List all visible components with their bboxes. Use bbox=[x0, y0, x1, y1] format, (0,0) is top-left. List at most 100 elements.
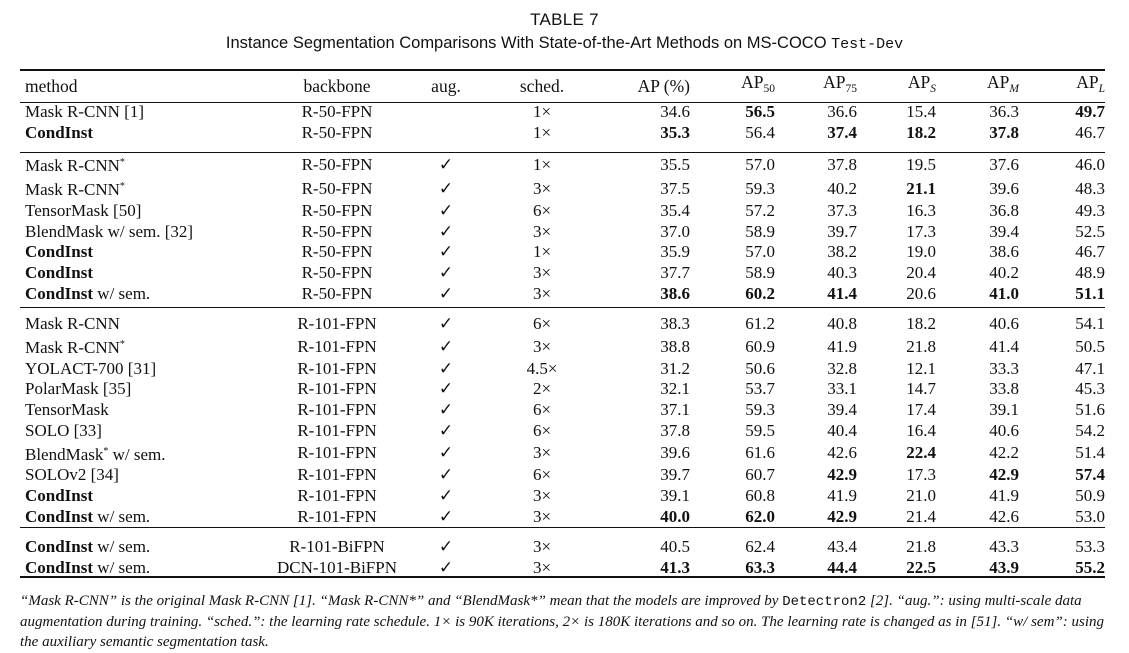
cell-ap: 38.6 bbox=[660, 283, 690, 303]
table-rule bbox=[20, 152, 1105, 153]
cell-backbone: R-101-FPN bbox=[297, 314, 377, 334]
cell-apm: 36.3 bbox=[989, 102, 1019, 121]
cell-ap50: 62.4 bbox=[745, 537, 775, 557]
col-header-backbone: backbone bbox=[303, 75, 371, 96]
cell-backbone: DCN-101-BiFPN bbox=[277, 558, 397, 578]
table-row: CondInst w/ sem. R-50-FPN ✓ 3× 38.6 60.2 41.4 2… bbox=[20, 284, 1105, 305]
footnote-text-1: “Mask R-CNN” is the original Mask R-CNN … bbox=[20, 593, 783, 609]
cell-method: TensorMask [50] bbox=[25, 200, 142, 220]
cell-ap: 37.5 bbox=[660, 178, 690, 198]
cell-ap75: 42.6 bbox=[827, 443, 857, 463]
cell-ap50: 56.5 bbox=[745, 102, 775, 121]
cell-ap50: 59.3 bbox=[745, 400, 775, 420]
cell-aug: ✓ bbox=[438, 336, 454, 357]
ap75-sub: 75 bbox=[845, 83, 858, 96]
cell-sched: 3× bbox=[532, 336, 552, 356]
table-row: CondInst R-50-FPN ✓ 3× 37.7 58.9 40.3 20.4 40.2 4… bbox=[20, 263, 1105, 284]
cell-sched: 3× bbox=[532, 178, 552, 198]
cell-apm: 41.0 bbox=[989, 283, 1019, 303]
cell-apm: 37.8 bbox=[989, 122, 1019, 142]
cell-sched: 4.5× bbox=[526, 358, 558, 378]
aps-base: AP bbox=[907, 72, 931, 93]
cell-aps: 22.5 bbox=[906, 558, 936, 578]
cell-aug: ✓ bbox=[438, 558, 454, 579]
table-row: Mask R-CNN R-101-FPN ✓ 6× 38.3 61.2 40.8 18.2 40… bbox=[20, 314, 1105, 335]
cell-method: Mask R-CNN bbox=[25, 314, 120, 334]
cell-apl: 49.7 bbox=[1075, 102, 1105, 121]
cell-method: SOLO [33] bbox=[25, 420, 102, 440]
cell-aps: 21.8 bbox=[906, 336, 936, 356]
cell-ap75: 42.9 bbox=[827, 506, 857, 526]
cell-apl: 51.1 bbox=[1075, 283, 1105, 303]
cell-apm: 38.6 bbox=[989, 242, 1019, 262]
cell-method: CondInst w/ sem. bbox=[25, 506, 151, 526]
cell-ap: 34.6 bbox=[660, 102, 690, 121]
cell-ap75: 37.8 bbox=[827, 154, 857, 174]
table-row: SOLO [33] R-101-FPN ✓ 6× 37.8 59.5 40.4 16.4 40.… bbox=[20, 421, 1105, 442]
cell-sched: 1× bbox=[532, 102, 552, 121]
cell-apl: 49.3 bbox=[1075, 200, 1105, 220]
separator-cell bbox=[20, 304, 1105, 314]
cell-sched: 3× bbox=[532, 537, 552, 557]
cell-backbone: R-50-FPN bbox=[301, 221, 373, 241]
cell-backbone: R-50-FPN bbox=[301, 178, 373, 198]
cell-method: CondInst bbox=[25, 122, 94, 142]
cell-ap75: 41.9 bbox=[827, 485, 857, 505]
cell-backbone: R-101-BiFPN bbox=[289, 537, 385, 557]
cell-backbone: R-50-FPN bbox=[301, 154, 373, 174]
cell-ap: 39.6 bbox=[660, 443, 690, 463]
cell-apm: 37.6 bbox=[989, 154, 1019, 174]
cell-aps: 21.0 bbox=[906, 485, 936, 505]
cell-aps: 20.6 bbox=[906, 283, 936, 303]
cell-apl: 50.5 bbox=[1075, 336, 1105, 356]
cell-apm: 43.9 bbox=[989, 558, 1019, 578]
group-separator bbox=[20, 304, 1105, 314]
cell-ap: 32.1 bbox=[660, 379, 690, 399]
cell-apm: 39.6 bbox=[989, 178, 1019, 198]
table-row: TensorMask [50] R-50-FPN ✓ 6× 35.4 57.2 37.3 16… bbox=[20, 201, 1105, 222]
cell-apl: 50.9 bbox=[1075, 485, 1105, 505]
cell-aug bbox=[402, 102, 490, 123]
cell-backbone: R-101-FPN bbox=[297, 400, 377, 420]
cell-method: YOLACT-700 [31] bbox=[25, 358, 157, 378]
table-row: YOLACT-700 [31] R-101-FPN ✓ 4.5× 31.2 50.6 32.… bbox=[20, 359, 1105, 380]
cell-sched: 3× bbox=[532, 283, 552, 303]
cell-ap: 35.3 bbox=[660, 122, 690, 142]
cell-sched: 6× bbox=[532, 314, 552, 334]
cell-apl: 55.2 bbox=[1075, 558, 1105, 578]
cell-ap75: 33.1 bbox=[827, 379, 857, 399]
cell-aps: 21.4 bbox=[906, 506, 936, 526]
cell-ap50: 63.3 bbox=[745, 558, 775, 578]
table-rule bbox=[20, 527, 1105, 528]
cell-method: Mask R-CNN* bbox=[25, 180, 125, 200]
cell-backbone: R-101-FPN bbox=[297, 420, 377, 440]
table-footnote: “Mask R-CNN” is the original Mask R-CNN … bbox=[20, 591, 1105, 652]
cell-apl: 46.7 bbox=[1075, 122, 1105, 142]
cell-sched: 3× bbox=[532, 506, 552, 526]
cell-ap75: 37.3 bbox=[827, 200, 857, 220]
ap50-base: AP bbox=[741, 72, 764, 93]
col-header-ap: AP (%) bbox=[637, 75, 690, 96]
cell-ap: 39.1 bbox=[660, 485, 690, 505]
cell-method: BlendMask* w/ sem. bbox=[25, 444, 166, 464]
cell-apl: 54.1 bbox=[1075, 314, 1105, 334]
cell-ap75: 32.8 bbox=[827, 358, 857, 378]
cell-sched: 1× bbox=[532, 154, 552, 174]
cell-aps: 20.4 bbox=[906, 262, 936, 282]
table-row: BlendMask* w/ sem. R-101-FPN ✓ 3× 39.6 61.6 42… bbox=[20, 442, 1105, 466]
cell-ap50: 61.6 bbox=[745, 443, 775, 463]
cell-aps: 16.3 bbox=[906, 200, 936, 220]
cell-backbone: R-101-FPN bbox=[297, 506, 377, 526]
table-row: CondInst R-50-FPN 1× 35.3 56.4 37.4 18.2 37.8 46… bbox=[20, 123, 1105, 144]
table-title-split: Test-Dev bbox=[831, 36, 904, 53]
cell-sched: 6× bbox=[532, 200, 552, 220]
cell-ap50: 60.2 bbox=[745, 283, 775, 303]
cell-backbone: R-50-FPN bbox=[301, 200, 373, 220]
cell-method: PolarMask [35] bbox=[25, 379, 132, 399]
cell-aps: 19.0 bbox=[906, 242, 936, 262]
cell-backbone: R-101-FPN bbox=[297, 379, 377, 399]
cell-sched: 3× bbox=[532, 262, 552, 282]
cell-apl: 53.0 bbox=[1075, 506, 1105, 526]
cell-sched: 1× bbox=[532, 242, 552, 262]
